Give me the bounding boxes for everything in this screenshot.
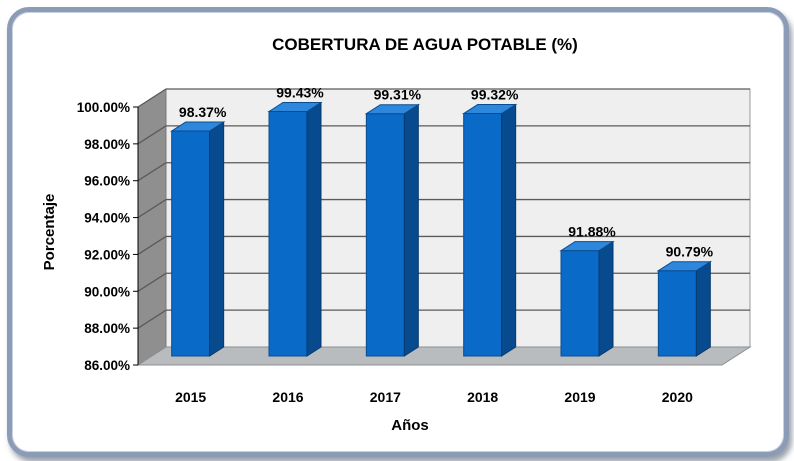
y-tick-label: 94.00%	[84, 211, 130, 226]
gridline-side	[137, 235, 167, 255]
bar	[268, 111, 308, 357]
bar-side	[501, 103, 517, 357]
bar-side	[209, 121, 225, 357]
bar	[365, 113, 405, 357]
y-tick-label: 98.00%	[84, 137, 130, 152]
bar-side	[598, 240, 614, 357]
y-tick-label: 92.00%	[84, 247, 130, 262]
data-label: 91.88%	[568, 224, 616, 240]
x-tick-label: 2018	[467, 389, 498, 405]
bar-top	[656, 261, 713, 272]
data-label: 98.37%	[179, 104, 227, 120]
bar	[463, 113, 503, 357]
data-labels: 98.37% 99.43% 99.31% 99.32% 91.88% 90.79%	[179, 85, 714, 260]
y-tick-labels: 86.00% 88.00% 90.00% 92.00% 94.00% 96.00% 98.0…	[77, 100, 130, 373]
gridline-side	[137, 309, 167, 329]
bar	[171, 130, 211, 357]
data-label: 90.79%	[666, 244, 714, 260]
bar-side	[695, 260, 711, 357]
bar-top	[169, 121, 226, 132]
bar-top	[267, 102, 323, 113]
y-tick-label: 90.00%	[84, 284, 130, 299]
chart-title: COBERTURA DE AGUA POTABLE (%)	[272, 35, 578, 54]
data-label: 99.32%	[471, 87, 519, 103]
y-tick-label: 86.00%	[84, 358, 130, 373]
x-axis-label: Años	[391, 417, 429, 434]
data-label: 99.43%	[276, 85, 324, 101]
bar	[657, 270, 697, 357]
x-tick-label: 2016	[272, 389, 303, 405]
gridline-side	[137, 272, 167, 292]
bar-top	[364, 104, 421, 115]
gridline-side	[137, 199, 167, 219]
bar-top	[461, 104, 518, 115]
y-tick-label: 96.00%	[84, 174, 130, 189]
x-tick-label: 2015	[175, 389, 206, 405]
y-axis-label: Porcentaje	[41, 194, 58, 271]
gridline-side	[137, 125, 167, 145]
bar-top	[559, 241, 615, 252]
bars	[169, 101, 713, 357]
y-tick-label: 88.00%	[84, 321, 130, 336]
gridlines	[133, 88, 750, 366]
data-label: 99.31%	[374, 87, 422, 103]
side-wall	[137, 88, 167, 366]
x-tick-label: 2019	[564, 389, 595, 405]
gridline-side	[137, 162, 167, 182]
bar	[560, 250, 600, 357]
bar-side	[306, 101, 322, 357]
gridline-side	[137, 88, 167, 108]
x-tick-label: 2017	[370, 389, 401, 405]
x-tick-label: 2020	[662, 389, 693, 405]
x-tick-labels: 2015 2016 2017 2018 2019 2020	[175, 389, 693, 405]
y-tick-label: 100.00%	[77, 100, 130, 115]
bar-side	[403, 103, 419, 357]
